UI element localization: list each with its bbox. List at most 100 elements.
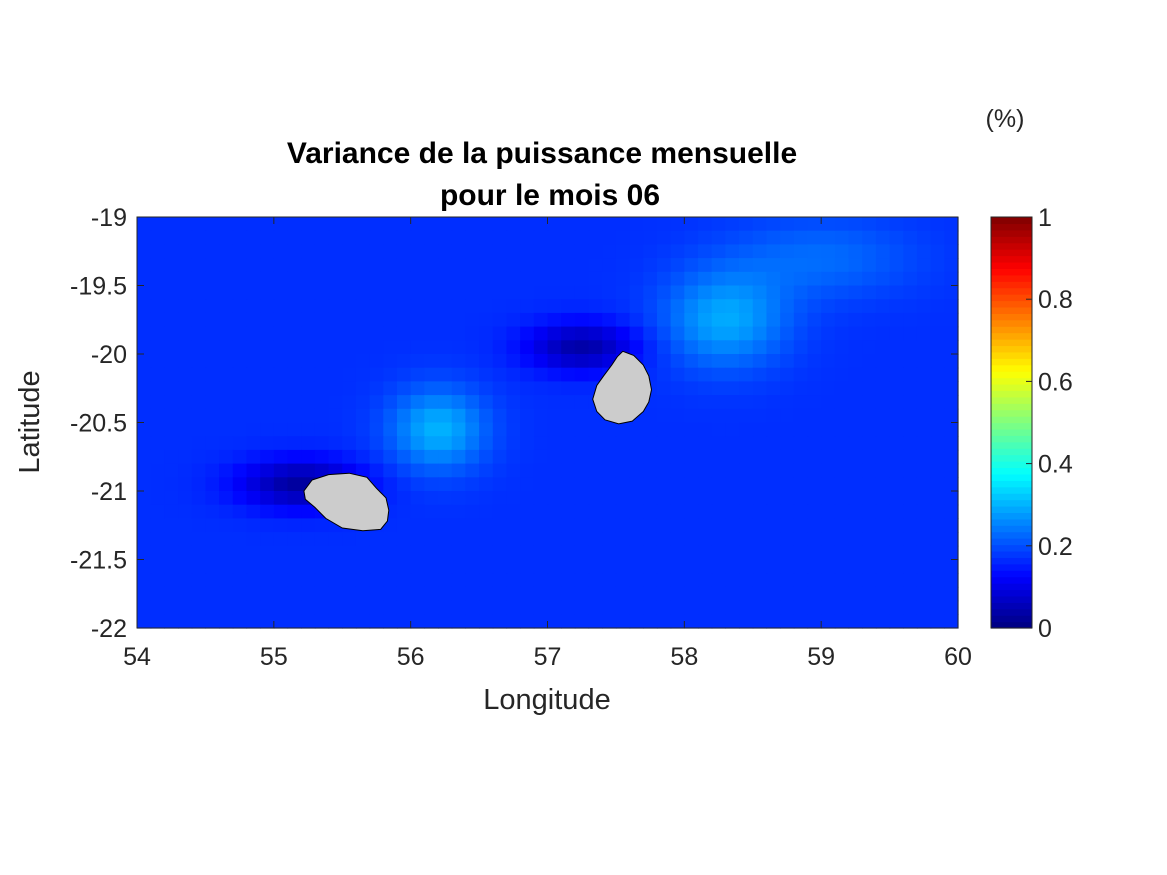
heatmap-cell xyxy=(164,532,179,547)
heatmap-cell xyxy=(205,422,220,437)
heatmap-cell xyxy=(479,491,494,506)
heatmap-cell xyxy=(246,545,261,561)
heatmap-cell xyxy=(342,586,357,602)
heatmap-cell xyxy=(342,436,357,451)
heatmap-cell xyxy=(889,477,904,492)
heatmap-cell xyxy=(301,285,316,300)
heatmap-cell xyxy=(643,586,658,602)
heatmap-cell xyxy=(232,285,248,300)
heatmap-cell xyxy=(301,463,316,478)
heatmap-cell xyxy=(273,244,289,259)
heatmap-cell xyxy=(889,422,904,437)
heatmap-cell xyxy=(232,244,248,259)
heatmap-cell xyxy=(520,271,535,287)
heatmap-cell xyxy=(150,573,165,588)
heatmap-cell xyxy=(684,586,699,602)
colorbar-unit-label: (%) xyxy=(986,105,1025,133)
heatmap-cell xyxy=(821,518,836,533)
heatmap-cell xyxy=(355,285,371,300)
heatmap-cell xyxy=(752,449,768,465)
colorbar-step xyxy=(991,383,1032,391)
heatmap-cell xyxy=(574,258,590,273)
heatmap-cell xyxy=(602,491,617,506)
heatmap-cell xyxy=(438,436,453,451)
heatmap-cell xyxy=(684,491,699,506)
heatmap-cell xyxy=(424,326,439,341)
heatmap-cell xyxy=(656,217,672,232)
heatmap-cell xyxy=(602,312,617,328)
heatmap-cell xyxy=(848,600,863,615)
heatmap-cell xyxy=(438,491,453,506)
heatmap-cell xyxy=(944,299,959,314)
heatmap-cell xyxy=(246,532,261,547)
heatmap-cell xyxy=(314,217,330,232)
heatmap-cell xyxy=(246,312,261,328)
heatmap-cell xyxy=(944,422,959,437)
heatmap-cell xyxy=(178,230,193,245)
heatmap-cell xyxy=(739,285,754,300)
heatmap-cell xyxy=(698,436,713,451)
heatmap-cell xyxy=(520,559,535,574)
colorbar-step xyxy=(991,589,1032,597)
heatmap-cell xyxy=(739,381,754,396)
heatmap-cell xyxy=(739,258,754,273)
heatmap-cell xyxy=(396,285,412,300)
heatmap-cell xyxy=(260,463,275,478)
heatmap-cell xyxy=(889,367,904,382)
heatmap-cell xyxy=(342,326,357,341)
colorbar-step xyxy=(991,236,1032,244)
heatmap-cell xyxy=(246,408,261,424)
heatmap-cell xyxy=(205,532,220,547)
heatmap-cell xyxy=(383,436,398,451)
heatmap-cell xyxy=(684,271,699,287)
heatmap-cell xyxy=(438,518,453,533)
heatmap-cell xyxy=(260,312,275,328)
heatmap-cell xyxy=(191,367,207,382)
heatmap-cell xyxy=(725,258,740,273)
heatmap-cell xyxy=(711,244,726,259)
heatmap-cell xyxy=(739,449,754,465)
heatmap-cell xyxy=(684,532,699,547)
heatmap-cell xyxy=(355,312,371,328)
heatmap-cell xyxy=(396,614,412,629)
heatmap-cell xyxy=(561,518,576,533)
heatmap-cell xyxy=(547,395,562,410)
heatmap-cell xyxy=(903,477,918,492)
heatmap-cell xyxy=(834,559,850,574)
heatmap-cell xyxy=(520,408,535,424)
heatmap-cell xyxy=(848,422,863,437)
heatmap-cell xyxy=(191,422,207,437)
heatmap-cell xyxy=(780,271,795,287)
heatmap-cell xyxy=(164,312,179,328)
heatmap-cell xyxy=(807,614,822,629)
heatmap-cell xyxy=(328,532,343,547)
heatmap-cell xyxy=(752,258,768,273)
heatmap-cell xyxy=(410,354,425,369)
heatmap-cell xyxy=(574,408,590,424)
heatmap-cell xyxy=(273,395,289,410)
heatmap-cell xyxy=(547,217,562,232)
heatmap-cell xyxy=(793,422,809,437)
heatmap-cell xyxy=(479,504,494,519)
heatmap-cell xyxy=(930,463,945,478)
heatmap-cell xyxy=(752,395,768,410)
heatmap-cell xyxy=(410,586,425,602)
heatmap-cell xyxy=(848,408,863,424)
heatmap-cell xyxy=(396,449,412,465)
heatmap-cell xyxy=(301,312,316,328)
heatmap-cell xyxy=(875,545,891,561)
heatmap-cell xyxy=(506,354,521,369)
heatmap-cell xyxy=(342,258,357,273)
heatmap-cell xyxy=(752,244,768,259)
heatmap-cell xyxy=(246,463,261,478)
heatmap-cell xyxy=(492,312,508,328)
heatmap-cell xyxy=(629,518,644,533)
heatmap-cell xyxy=(547,299,562,314)
heatmap-cell xyxy=(191,217,207,232)
heatmap-cell xyxy=(711,217,726,232)
heatmap-cell xyxy=(793,299,809,314)
heatmap-cell xyxy=(889,271,904,287)
heatmap-cell xyxy=(232,217,248,232)
colorbar-step xyxy=(991,435,1032,443)
heatmap-cell xyxy=(903,395,918,410)
